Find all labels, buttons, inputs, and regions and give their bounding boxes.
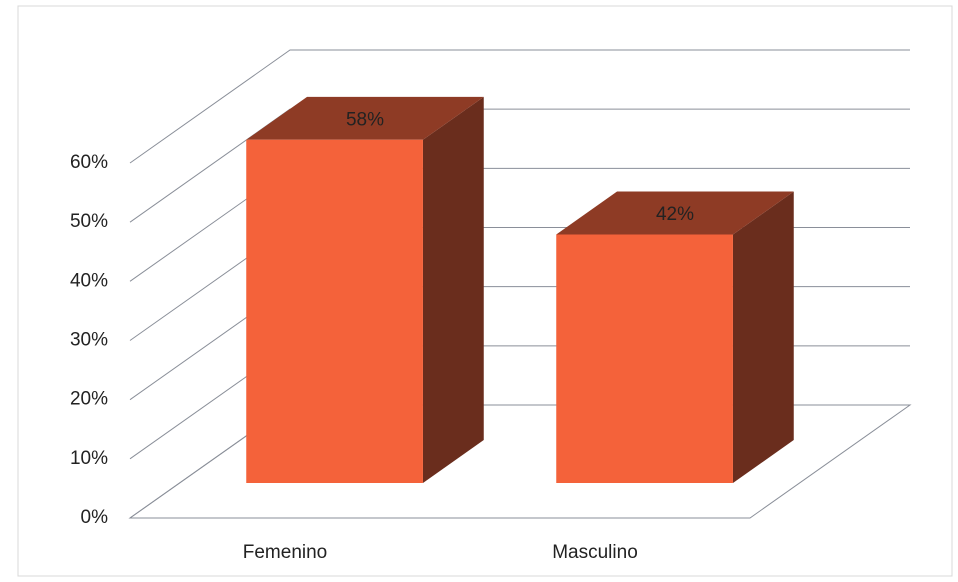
grid-line — [129, 49, 910, 164]
y-tick-label: 10% — [70, 448, 108, 469]
chart-frame — [17, 5, 953, 577]
y-tick-label: 60% — [70, 152, 108, 173]
bar-side — [422, 96, 484, 483]
bar-top — [246, 96, 484, 140]
y-tick-label: 50% — [70, 211, 108, 232]
y-tick-label: 0% — [81, 507, 109, 528]
data-label: 42% — [656, 204, 694, 225]
bar — [556, 191, 794, 483]
bar — [246, 96, 484, 483]
bar-top — [556, 191, 794, 235]
bar-front — [556, 234, 733, 483]
data-label: 58% — [346, 109, 384, 130]
x-tick-label: Femenino — [243, 542, 328, 563]
x-tick-label: Masculino — [552, 542, 638, 563]
bar-front — [246, 139, 423, 483]
bar-side — [732, 191, 794, 483]
y-tick-label: 20% — [70, 389, 108, 410]
y-tick-label: 40% — [70, 270, 108, 291]
y-tick-label: 30% — [70, 330, 108, 351]
